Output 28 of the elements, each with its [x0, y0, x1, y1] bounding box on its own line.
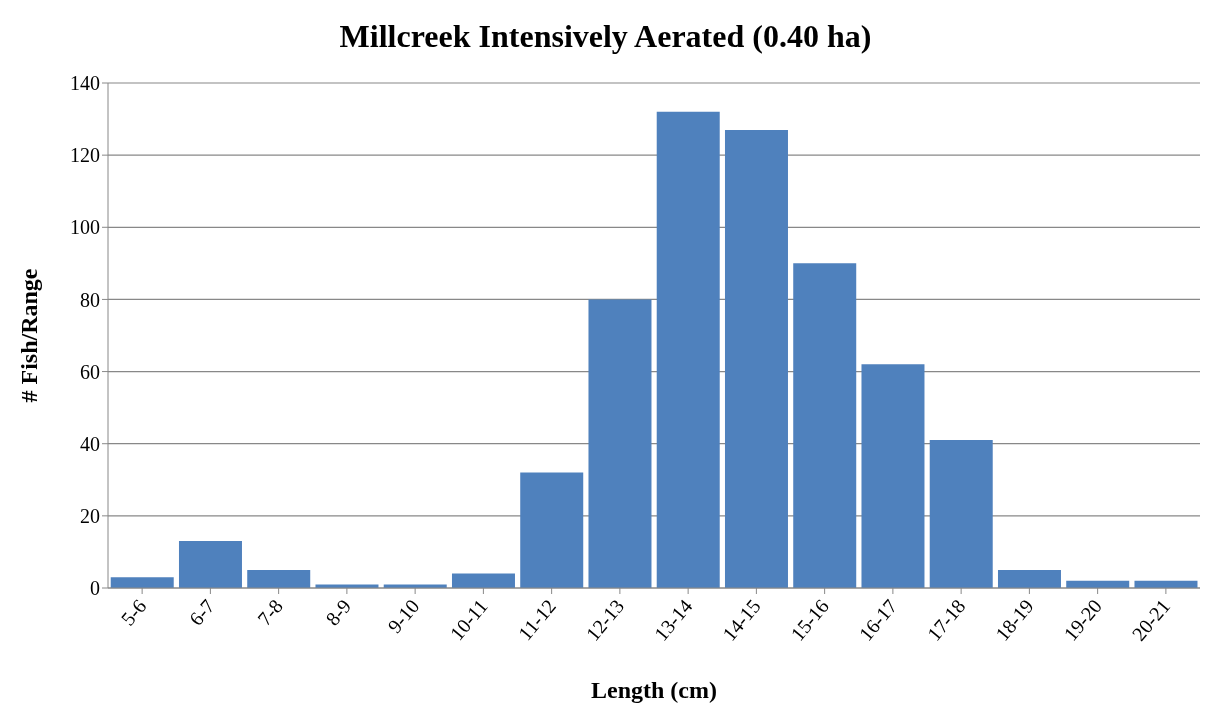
y-tick-label: 60: [80, 360, 100, 383]
y-tick-label: 100: [70, 216, 100, 239]
y-tick-label: 20: [80, 504, 100, 527]
y-tick-label: 80: [80, 288, 100, 311]
bar: [929, 440, 993, 588]
y-tick-label: 120: [70, 144, 100, 167]
x-axis-title: Length (cm): [591, 677, 717, 703]
y-tick-label: 40: [80, 432, 100, 455]
chart-title: Millcreek Intensively Aerated (0.40 ha): [338, 17, 873, 56]
x-tick-label: 7-8: [253, 594, 288, 630]
x-tick-label: 8-9: [321, 594, 356, 630]
bar: [451, 573, 515, 588]
bar: [588, 299, 652, 588]
bar: [247, 569, 311, 588]
x-tick-label: 6-7: [184, 594, 219, 630]
y-tick-label: 140: [70, 72, 100, 95]
bar: [656, 111, 720, 588]
y-tick-label: 0: [90, 577, 100, 600]
bar: [724, 129, 788, 588]
bar: [520, 472, 584, 588]
bar: [793, 263, 857, 588]
bar: [110, 577, 174, 588]
bar: [997, 569, 1061, 588]
x-tick-label: 5-6: [116, 594, 151, 630]
x-tick-label: 9-10: [383, 594, 424, 638]
y-axis-title: # Fish/Range: [15, 268, 42, 403]
bar: [861, 364, 925, 588]
bar: [178, 541, 242, 588]
